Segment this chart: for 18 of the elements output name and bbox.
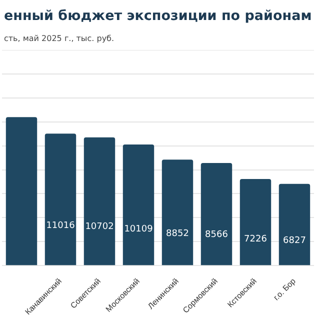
- chart-title: енный бюджет экспозиции по районам: [4, 8, 312, 24]
- bar: [162, 160, 194, 266]
- bar: [122, 144, 154, 266]
- data-label: 10702: [85, 222, 114, 232]
- chart-subtitle: сть, май 2025 г., тыс. руб.: [4, 34, 114, 43]
- data-label: 10109: [124, 224, 154, 234]
- data-label: 11016: [46, 221, 76, 231]
- bar: [6, 117, 38, 266]
- data-label: 6827: [283, 236, 306, 246]
- data-label: 8852: [166, 228, 189, 239]
- bar: [44, 134, 76, 266]
- bar: [200, 162, 232, 266]
- bar: [240, 179, 272, 266]
- bar: [278, 184, 310, 266]
- bar: [84, 137, 116, 266]
- x-tick-label: г.о. Бор: [272, 276, 298, 302]
- data-label: 8566: [205, 230, 228, 240]
- data-label: 7226: [244, 234, 268, 245]
